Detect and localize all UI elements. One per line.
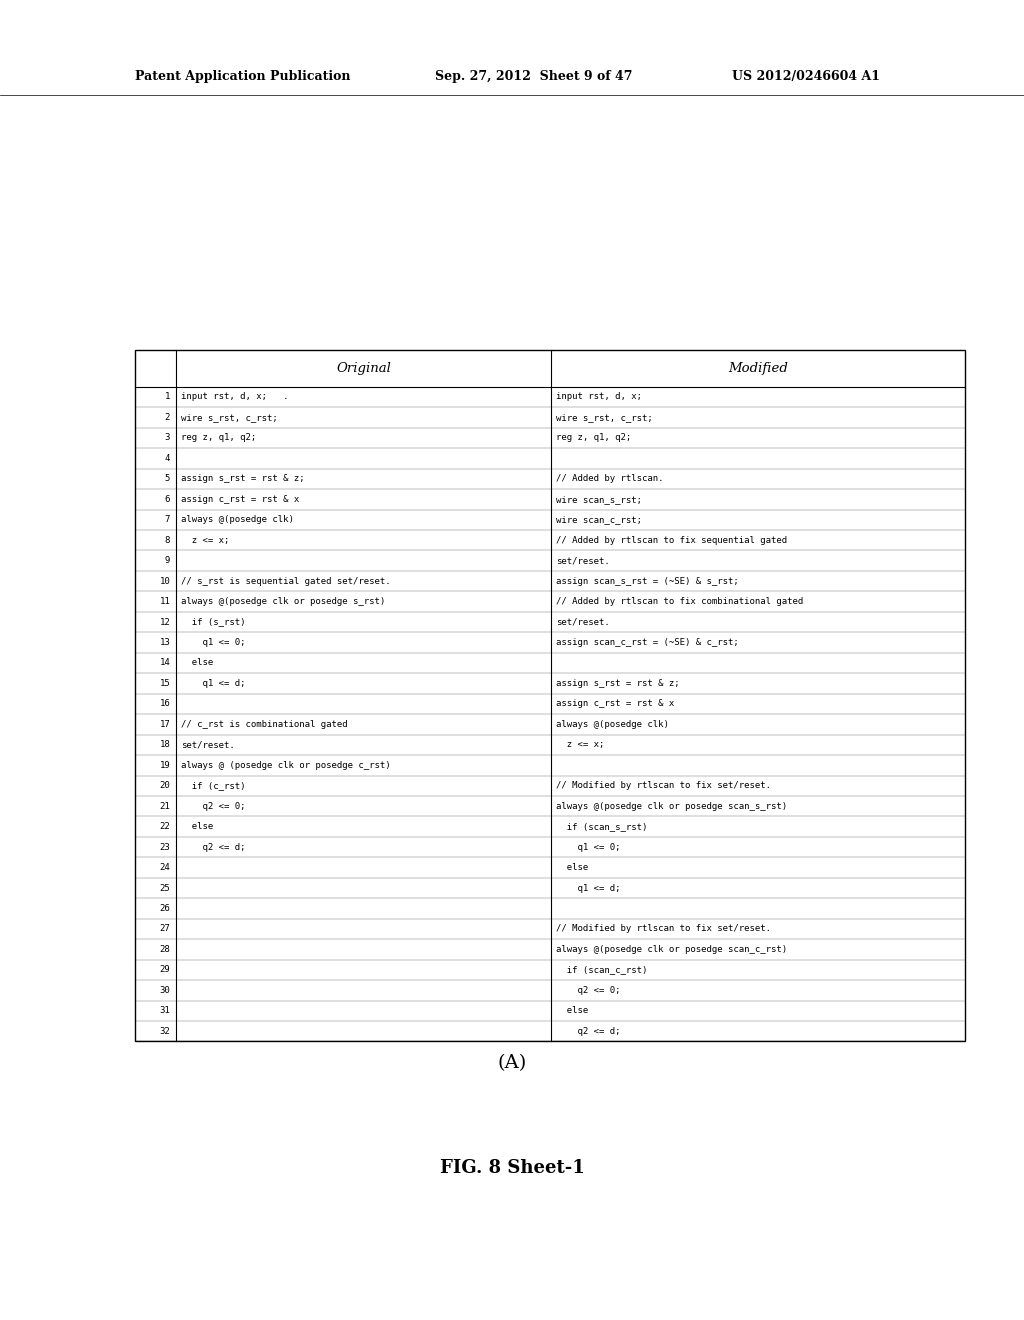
Text: FIG. 8 Sheet-1: FIG. 8 Sheet-1 [439,1159,585,1177]
Text: q2 <= d;: q2 <= d; [556,1027,621,1036]
Text: US 2012/0246604 A1: US 2012/0246604 A1 [732,70,881,83]
Text: wire s_rst, c_rst;: wire s_rst, c_rst; [181,413,278,422]
Text: (A): (A) [498,1053,526,1072]
Text: 8: 8 [165,536,170,545]
Text: q1 <= d;: q1 <= d; [556,883,621,892]
Text: set/reset.: set/reset. [556,556,609,565]
Text: 1: 1 [165,392,170,401]
Text: wire scan_c_rst;: wire scan_c_rst; [556,515,642,524]
Text: always @ (posedge clk or posedge c_rst): always @ (posedge clk or posedge c_rst) [181,760,391,770]
Text: else: else [556,863,588,873]
Text: 32: 32 [160,1027,170,1036]
Text: Patent Application Publication: Patent Application Publication [135,70,350,83]
Text: always @(posedge clk): always @(posedge clk) [181,515,294,524]
Text: else: else [181,822,213,832]
Text: set/reset.: set/reset. [556,618,609,627]
Text: if (scan_s_rst): if (scan_s_rst) [556,822,647,832]
Text: // Modified by rtlscan to fix set/reset.: // Modified by rtlscan to fix set/reset. [556,924,771,933]
Text: assign c_rst = rst & x: assign c_rst = rst & x [556,700,674,709]
Text: if (c_rst): if (c_rst) [181,781,246,791]
Text: 6: 6 [165,495,170,504]
Text: 5: 5 [165,474,170,483]
Text: if (s_rst): if (s_rst) [181,618,246,627]
Text: assign scan_s_rst = (~SE) & s_rst;: assign scan_s_rst = (~SE) & s_rst; [556,577,738,586]
Text: 7: 7 [165,515,170,524]
Text: 14: 14 [160,659,170,668]
Text: Modified: Modified [728,362,787,375]
Text: always @(posedge clk or posedge s_rst): always @(posedge clk or posedge s_rst) [181,597,385,606]
Text: 28: 28 [160,945,170,954]
Text: q2 <= 0;: q2 <= 0; [181,801,246,810]
Text: // c_rst is combinational gated: // c_rst is combinational gated [181,719,348,729]
Text: 18: 18 [160,741,170,750]
Text: 31: 31 [160,1006,170,1015]
Text: wire s_rst, c_rst;: wire s_rst, c_rst; [556,413,652,422]
Text: z <= x;: z <= x; [181,536,229,545]
Text: 17: 17 [160,719,170,729]
Text: Sep. 27, 2012  Sheet 9 of 47: Sep. 27, 2012 Sheet 9 of 47 [435,70,633,83]
Text: q1 <= d;: q1 <= d; [181,678,246,688]
Text: 27: 27 [160,924,170,933]
Text: 23: 23 [160,842,170,851]
Text: 22: 22 [160,822,170,832]
Text: 12: 12 [160,618,170,627]
Text: // Added by rtlscan.: // Added by rtlscan. [556,474,664,483]
Text: z <= x;: z <= x; [556,741,604,750]
Text: assign s_rst = rst & z;: assign s_rst = rst & z; [556,678,680,688]
Text: // Added by rtlscan to fix combinational gated: // Added by rtlscan to fix combinational… [556,597,803,606]
Text: Original: Original [336,362,391,375]
Text: 15: 15 [160,678,170,688]
Text: q2 <= 0;: q2 <= 0; [556,986,621,995]
Text: assign s_rst = rst & z;: assign s_rst = rst & z; [181,474,305,483]
Text: 2: 2 [165,413,170,422]
Text: 21: 21 [160,801,170,810]
Bar [135,350,965,1041]
Text: else: else [556,1006,588,1015]
Text: assign scan_c_rst = (~SE) & c_rst;: assign scan_c_rst = (~SE) & c_rst; [556,638,738,647]
Text: 3: 3 [165,433,170,442]
Text: assign c_rst = rst & x: assign c_rst = rst & x [181,495,299,504]
Text: 16: 16 [160,700,170,709]
Text: always @(posedge clk or posedge scan_s_rst): always @(posedge clk or posedge scan_s_r… [556,801,787,810]
Text: 20: 20 [160,781,170,791]
Text: 24: 24 [160,863,170,873]
Text: wire scan_s_rst;: wire scan_s_rst; [556,495,642,504]
Text: 26: 26 [160,904,170,913]
Text: input rst, d, x;   .: input rst, d, x; . [181,392,289,401]
Text: reg z, q1, q2;: reg z, q1, q2; [181,433,256,442]
Text: always @(posedge clk): always @(posedge clk) [556,719,669,729]
Text: 11: 11 [160,597,170,606]
Text: // Added by rtlscan to fix sequential gated: // Added by rtlscan to fix sequential ga… [556,536,787,545]
Text: q1 <= 0;: q1 <= 0; [556,842,621,851]
Text: 19: 19 [160,760,170,770]
Text: reg z, q1, q2;: reg z, q1, q2; [556,433,631,442]
Text: else: else [181,659,213,668]
Text: input rst, d, x;: input rst, d, x; [556,392,642,401]
Text: 29: 29 [160,965,170,974]
Text: 4: 4 [165,454,170,463]
Text: // Modified by rtlscan to fix set/reset.: // Modified by rtlscan to fix set/reset. [556,781,771,791]
Text: q2 <= d;: q2 <= d; [181,842,246,851]
Text: if (scan_c_rst): if (scan_c_rst) [556,965,647,974]
Text: // s_rst is sequential gated set/reset.: // s_rst is sequential gated set/reset. [181,577,391,586]
Text: q1 <= 0;: q1 <= 0; [181,638,246,647]
Text: 25: 25 [160,883,170,892]
Text: set/reset.: set/reset. [181,741,234,750]
Text: 10: 10 [160,577,170,586]
Text: 13: 13 [160,638,170,647]
Text: always @(posedge clk or posedge scan_c_rst): always @(posedge clk or posedge scan_c_r… [556,945,787,954]
Text: 9: 9 [165,556,170,565]
Text: 30: 30 [160,986,170,995]
